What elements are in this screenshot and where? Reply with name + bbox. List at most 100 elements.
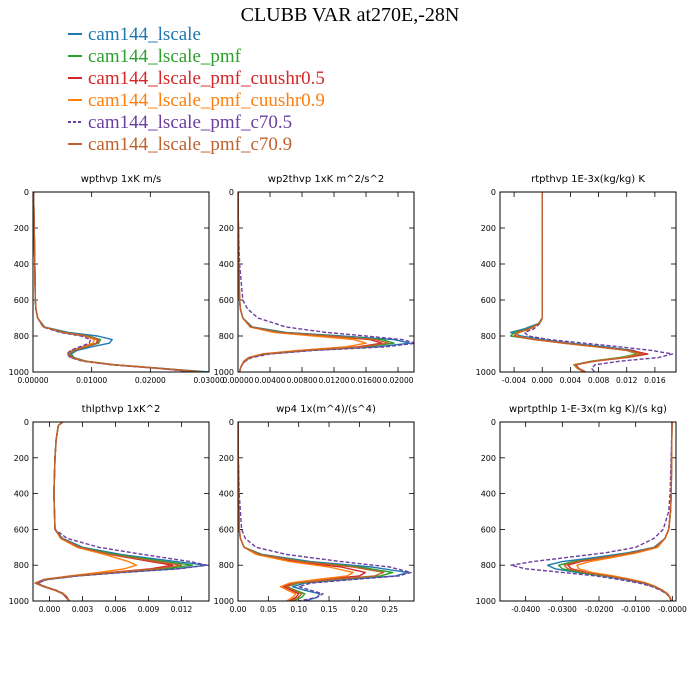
x-tick-label: 0.000 xyxy=(39,605,61,614)
legend-entry: cam144_lscale_pmf_cuushr0.9 xyxy=(68,90,325,112)
plot-frame xyxy=(32,191,210,373)
series-line xyxy=(238,422,409,601)
series-line xyxy=(567,422,673,601)
series-line xyxy=(35,422,208,601)
y-tick-label: 1000 xyxy=(214,368,234,377)
legend-swatch xyxy=(68,76,82,79)
chart-panel: wprtpthlp 1-E-3x(m kg K)/(s kg) 0 200 400 60… xyxy=(476,404,687,614)
x-tick-label: 0.009 xyxy=(138,605,160,614)
chart-panel: thlpthvp 1xK^2 0 200 400 600 800 1000 0.000 0.00… xyxy=(9,404,210,614)
y-tick-label: 200 xyxy=(14,454,29,463)
series-line xyxy=(238,422,354,601)
x-tick-label: 0.15 xyxy=(321,605,338,614)
series-line xyxy=(238,192,383,372)
series-group xyxy=(510,422,673,601)
series-line xyxy=(34,422,183,601)
series-line xyxy=(33,192,197,372)
y-tick-label: 0 xyxy=(491,418,496,427)
x-tick-label: 0.03000 xyxy=(193,376,224,385)
series-line xyxy=(547,422,673,601)
series-line xyxy=(33,192,209,372)
y-tick-label: 200 xyxy=(481,454,496,463)
series-line xyxy=(33,192,203,372)
chart-panel: rtpthvp 1E-3x(kg/kg) K 0 200 400 600 800 1000-… xyxy=(476,174,677,385)
series-line xyxy=(513,192,643,372)
y-tick-label: 0 xyxy=(24,418,29,427)
x-tick-label: 0.000 xyxy=(531,376,553,385)
chart-title: wpthvp 1xK m/s xyxy=(81,174,162,185)
series-line xyxy=(523,192,674,372)
x-tick-label: 0.10 xyxy=(290,605,307,614)
x-tick-label: 0.00800 xyxy=(286,376,317,385)
y-tick-label: 400 xyxy=(14,490,29,499)
x-tick-label: 0.00400 xyxy=(254,376,285,385)
legend-swatch xyxy=(68,98,82,101)
series-line xyxy=(238,192,367,372)
chart-title: thlpthvp 1xK^2 xyxy=(82,404,161,415)
x-tick-label: 0.02000 xyxy=(382,376,413,385)
y-tick-label: 800 xyxy=(219,332,234,341)
chart-title: wp4 1x(m^4)/(s^4) xyxy=(276,404,376,415)
y-tick-label: 200 xyxy=(14,224,29,233)
series-line xyxy=(238,192,390,372)
series-line xyxy=(36,422,208,601)
chart-title: rtpthvp 1E-3x(kg/kg) K xyxy=(531,174,645,185)
legend-entry: cam144_lscale_pmf_c70.5 xyxy=(68,112,325,134)
series-line xyxy=(33,192,199,372)
y-tick-label: 600 xyxy=(219,296,234,305)
y-tick-label: 800 xyxy=(219,561,234,570)
y-tick-label: 0 xyxy=(229,188,234,197)
y-tick-label: 1000 xyxy=(476,597,496,606)
y-tick-label: 1000 xyxy=(214,597,234,606)
legend-entry: cam144_lscale_pmf_cuushr0.5 xyxy=(68,68,325,90)
plot-frame xyxy=(499,421,677,602)
legend: cam144_lscale cam144_lscale_pmf cam144_l… xyxy=(68,24,325,156)
series-line xyxy=(34,422,194,601)
series-line xyxy=(563,422,673,601)
y-tick-label: 1000 xyxy=(9,597,29,606)
chart-title: wp2thvp 1xK m^2/s^2 xyxy=(268,174,384,185)
legend-swatch xyxy=(68,120,82,123)
series-line xyxy=(238,422,385,601)
plot-frame xyxy=(237,191,415,373)
x-tick-label: 0.00 xyxy=(230,605,247,614)
x-tick-label: -0.0400 xyxy=(511,605,540,614)
series-group xyxy=(238,192,414,372)
y-tick-label: 600 xyxy=(481,525,496,534)
x-tick-label: 0.012 xyxy=(171,605,193,614)
x-tick-label: 0.01600 xyxy=(350,376,381,385)
y-tick-label: 600 xyxy=(14,525,29,534)
legend-label: cam144_lscale_pmf_cuushr0.9 xyxy=(88,90,325,111)
x-tick-label: 0.016 xyxy=(644,376,666,385)
y-tick-label: 0 xyxy=(491,188,496,197)
series-line xyxy=(33,192,201,372)
series-group xyxy=(238,422,412,601)
legend-swatch xyxy=(68,142,82,145)
x-tick-label: 0.25 xyxy=(381,605,398,614)
x-tick-label: 0.008 xyxy=(588,376,610,385)
x-tick-label: -0.004 xyxy=(502,376,526,385)
y-tick-label: 800 xyxy=(14,332,29,341)
x-tick-label: 0.004 xyxy=(560,376,582,385)
series-line xyxy=(238,422,367,601)
x-tick-label: 0.00000 xyxy=(222,376,253,385)
legend-label: cam144_lscale_pmf xyxy=(88,46,242,67)
plot-frame xyxy=(32,421,210,602)
y-tick-label: 400 xyxy=(219,490,234,499)
x-tick-label: 0.00000 xyxy=(17,376,48,385)
series-line xyxy=(33,192,204,372)
x-tick-label: 0.20 xyxy=(351,605,368,614)
x-tick-label: -0.0300 xyxy=(548,605,577,614)
y-tick-label: 200 xyxy=(481,224,496,233)
y-tick-label: 800 xyxy=(14,561,29,570)
plot-frame xyxy=(237,421,415,602)
plot-frame xyxy=(499,191,677,373)
y-tick-label: 600 xyxy=(14,296,29,305)
chart-panel: wp2thvp 1xK m^2/s^2020040060080010000.00… xyxy=(214,174,415,385)
y-tick-label: 0 xyxy=(229,418,234,427)
x-tick-label: 0.05 xyxy=(260,605,277,614)
series-line xyxy=(238,422,394,601)
